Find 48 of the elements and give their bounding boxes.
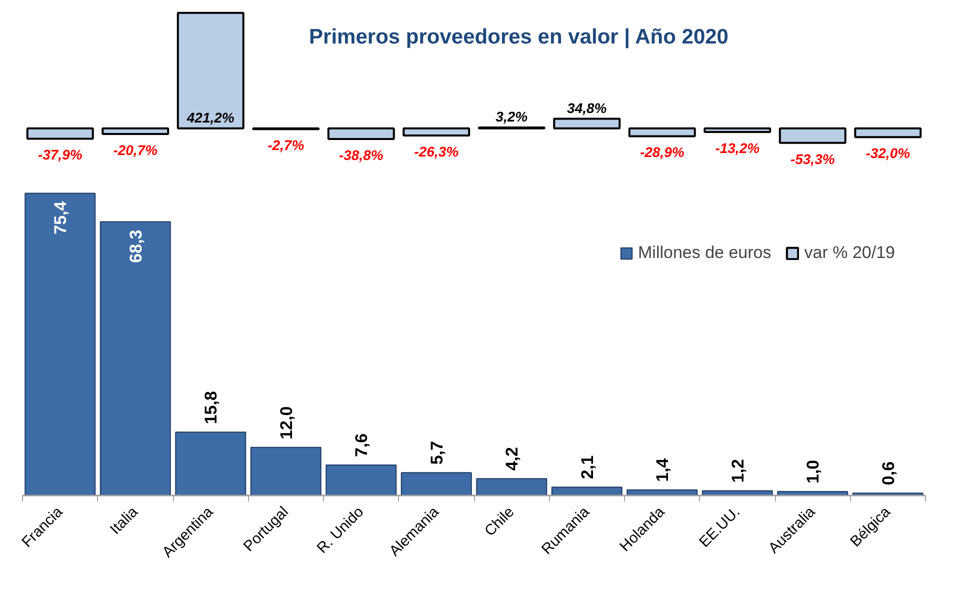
data-label: -53,3% [790,150,836,167]
bar [326,464,397,496]
data-label: 12,0 [276,406,296,440]
x-tick-label: Italia [106,503,142,538]
bar [551,486,622,496]
bar [327,127,395,140]
data-label: -26,3% [414,144,460,160]
bar [476,478,548,496]
data-label: 1,0 [804,460,823,484]
legend-label: var % 20/19 [804,242,895,262]
bar [854,127,922,138]
data-label: -32,0% [866,145,911,162]
bar [628,127,696,138]
bar [626,489,698,496]
data-label: 421,2% [186,109,235,126]
data-label: -2,7% [268,137,305,154]
text: Primeros proveedores en valor | Año 2020 [309,26,728,49]
data-label: 7,6 [352,433,372,458]
bar [704,127,772,133]
bar [175,432,246,496]
data-label: -37,9% [38,146,83,163]
bar [778,127,846,144]
data-label: 15,8 [202,391,221,424]
bar [26,127,94,140]
data-label: 1,4 [653,458,672,482]
data-label: 75,4 [51,200,70,234]
data-label: 1,2 [728,459,748,483]
data-label: -20,7% [113,142,158,158]
data-label: 5,7 [427,441,446,465]
data-label: -13,2% [715,140,760,156]
bar [24,192,96,496]
data-label: -38,8% [338,146,384,163]
data-label: 3,2% [496,108,528,124]
data-label: 2,1 [578,455,597,480]
legend-label: Millones de euros [638,242,772,262]
bar [100,221,171,496]
bar [176,12,244,130]
bar [250,446,322,496]
data-label: 34,8% [567,100,608,116]
bar [702,490,773,496]
bar [400,472,472,496]
bar [402,127,470,137]
data-label: 4,2 [502,447,522,471]
data-label: 68,3 [126,230,146,263]
data-label: -28,9% [640,144,685,160]
bar [102,127,170,135]
bar [553,118,621,130]
data-label: 0,6 [878,461,898,486]
